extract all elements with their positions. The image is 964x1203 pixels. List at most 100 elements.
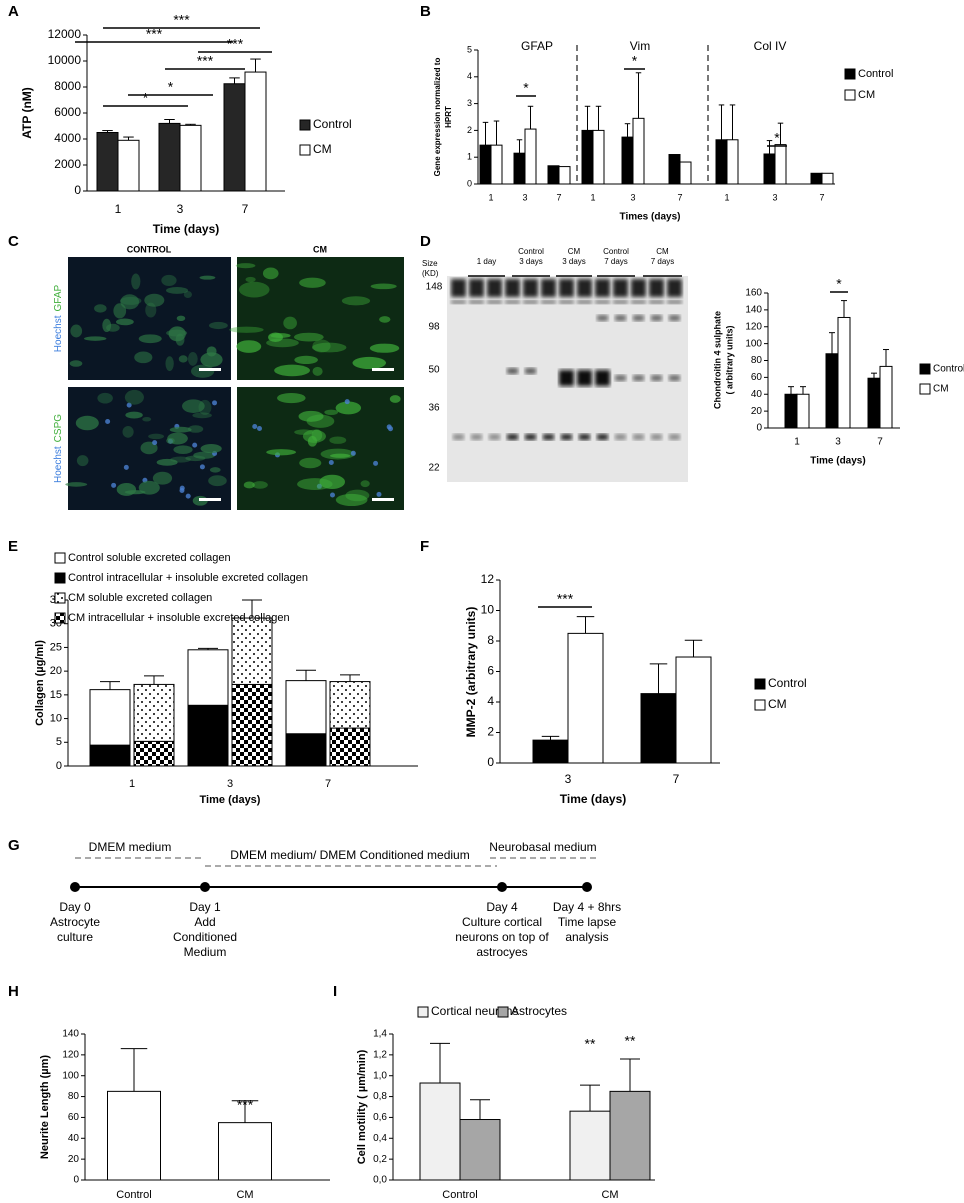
bar bbox=[479, 144, 492, 185]
column-label: CONTROL bbox=[127, 244, 172, 254]
bar bbox=[675, 656, 712, 764]
cell bbox=[138, 334, 162, 344]
cell bbox=[360, 480, 370, 488]
y-tick-label: 100 bbox=[745, 338, 762, 349]
legend-swatch bbox=[54, 612, 66, 624]
y-tick-label: 25 bbox=[50, 641, 62, 653]
bar-segment bbox=[187, 649, 229, 706]
cell bbox=[379, 316, 391, 323]
y-tick-label: 0,8 bbox=[373, 1091, 387, 1102]
bar bbox=[867, 377, 881, 429]
band bbox=[597, 434, 608, 440]
stain-label: Hoechst bbox=[53, 315, 64, 352]
band bbox=[577, 370, 592, 386]
error-bar bbox=[800, 386, 806, 395]
band bbox=[559, 370, 574, 386]
marker-label: 50 bbox=[428, 365, 440, 376]
band bbox=[523, 279, 538, 297]
legend-swatch bbox=[54, 552, 66, 564]
cell bbox=[369, 343, 400, 353]
legend-label: Control bbox=[858, 68, 893, 80]
y-axis-label: ATP (nM) bbox=[20, 87, 34, 139]
bar bbox=[158, 122, 181, 192]
legend-label: Control bbox=[768, 676, 807, 690]
error-bar bbox=[829, 332, 835, 354]
y-tick-label: 20 bbox=[50, 665, 62, 677]
y-tick-label: 120 bbox=[62, 1049, 79, 1060]
legend-label: CM bbox=[313, 142, 332, 156]
band bbox=[631, 300, 646, 304]
bar bbox=[218, 1122, 272, 1181]
y-axis-label: Gene expression normalized to bbox=[433, 58, 442, 177]
error-bar bbox=[620, 1058, 640, 1092]
legend-label: CM bbox=[858, 89, 875, 101]
band bbox=[577, 279, 592, 297]
nucleus bbox=[185, 493, 191, 499]
cell bbox=[307, 435, 318, 447]
y-tick-label: 140 bbox=[745, 305, 762, 316]
event-label: Conditioned bbox=[173, 930, 237, 944]
band bbox=[505, 300, 520, 304]
error-bar bbox=[576, 616, 595, 634]
scale-bar bbox=[199, 368, 221, 371]
bar bbox=[547, 165, 560, 185]
cell bbox=[145, 302, 157, 318]
cell bbox=[75, 415, 99, 431]
row-label: Hoechst GFAP bbox=[53, 284, 64, 352]
error-bar bbox=[649, 663, 668, 694]
significance-label: * bbox=[632, 53, 638, 69]
legend-swatch bbox=[497, 1006, 509, 1018]
cell bbox=[182, 399, 205, 413]
y-tick-label: 0 bbox=[56, 760, 62, 772]
timeline-point bbox=[70, 882, 80, 892]
legend-swatch bbox=[417, 1006, 429, 1018]
event-label: Culture cortical bbox=[462, 915, 542, 929]
cell bbox=[142, 416, 152, 422]
nucleus bbox=[111, 482, 117, 488]
cell bbox=[166, 287, 189, 294]
bar bbox=[592, 129, 605, 185]
event-label: Add bbox=[194, 915, 215, 929]
panel-label: H bbox=[8, 983, 19, 1000]
cell bbox=[312, 339, 331, 353]
band bbox=[559, 300, 574, 304]
y-axis-label: HPRT bbox=[444, 106, 453, 128]
event-label: Day 4 bbox=[486, 900, 518, 914]
nucleus bbox=[179, 488, 185, 494]
band bbox=[487, 300, 502, 304]
y-tick-label: 12 bbox=[481, 572, 495, 586]
y-tick-label: 40 bbox=[68, 1133, 80, 1144]
cell bbox=[165, 356, 174, 372]
cell bbox=[192, 412, 212, 419]
x-tick-label: Control bbox=[442, 1189, 477, 1201]
significance-label: * bbox=[143, 90, 149, 106]
bar-segment bbox=[89, 689, 131, 746]
error-bar bbox=[144, 675, 164, 685]
significance-label: *** bbox=[197, 53, 214, 69]
cell bbox=[199, 275, 216, 280]
x-tick-label: 1 bbox=[590, 192, 595, 202]
group-label: Vim bbox=[630, 39, 650, 53]
bar-segment bbox=[133, 740, 175, 767]
cell bbox=[166, 437, 175, 444]
x-tick-label: 3 bbox=[772, 192, 777, 202]
medium-label: DMEM medium bbox=[89, 840, 172, 854]
event-label: neurons on top of bbox=[455, 930, 549, 944]
cell bbox=[138, 480, 160, 495]
y-tick-label: 140 bbox=[62, 1029, 79, 1040]
nucleus bbox=[123, 464, 129, 470]
cell bbox=[312, 366, 323, 376]
scale-bar bbox=[372, 498, 394, 501]
cell bbox=[94, 304, 107, 313]
lane-label: 7 days bbox=[651, 257, 675, 266]
bar bbox=[223, 83, 246, 192]
event-label: Astrocyte bbox=[50, 915, 100, 929]
error-bar bbox=[250, 58, 261, 73]
bar bbox=[825, 353, 839, 429]
event-label: culture bbox=[57, 930, 93, 944]
cell bbox=[161, 274, 177, 286]
band bbox=[561, 434, 572, 440]
nucleus bbox=[388, 426, 394, 432]
cell bbox=[277, 392, 306, 404]
significance-label: *** bbox=[173, 12, 190, 28]
